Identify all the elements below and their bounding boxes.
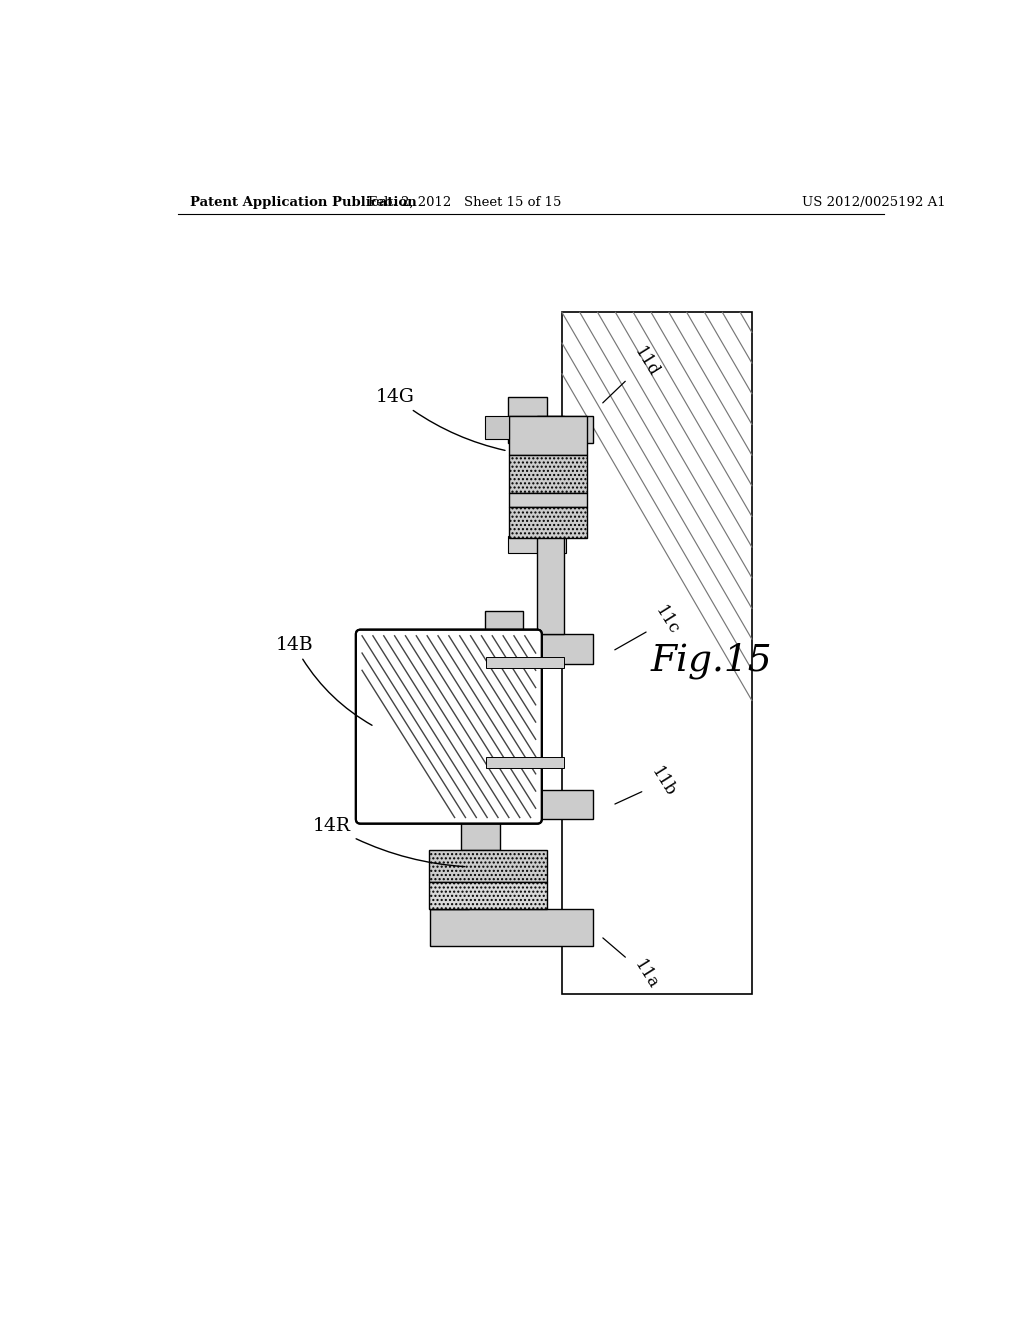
Bar — [509, 494, 587, 507]
Bar — [508, 416, 593, 444]
Text: Feb. 2, 2012   Sheet 15 of 15: Feb. 2, 2012 Sheet 15 of 15 — [369, 195, 562, 209]
Bar — [429, 882, 547, 909]
Bar — [508, 397, 547, 416]
Bar — [538, 416, 564, 536]
Bar — [508, 536, 566, 553]
Bar — [509, 416, 587, 455]
Text: US 2012/0025192 A1: US 2012/0025192 A1 — [802, 195, 946, 209]
Bar — [461, 767, 500, 789]
Text: 11c: 11c — [614, 603, 682, 649]
Bar — [486, 657, 563, 668]
Bar — [430, 909, 593, 946]
Bar — [461, 789, 593, 818]
Bar — [509, 507, 587, 539]
Text: 11a: 11a — [603, 939, 662, 993]
Bar — [562, 313, 752, 994]
Bar — [484, 416, 509, 440]
Bar — [538, 536, 564, 635]
Text: 11d: 11d — [603, 343, 662, 403]
Text: Fig.15: Fig.15 — [651, 643, 772, 678]
Bar — [484, 611, 523, 635]
Text: Patent Application Publication: Patent Application Publication — [190, 195, 417, 209]
Bar — [486, 758, 563, 768]
Text: 14G: 14G — [376, 388, 505, 450]
Bar — [461, 818, 500, 850]
Text: 14B: 14B — [275, 636, 372, 725]
Bar — [509, 455, 587, 494]
Text: 11b: 11b — [614, 764, 679, 804]
Bar — [484, 635, 593, 664]
Bar — [429, 850, 547, 882]
Text: 14R: 14R — [312, 817, 465, 867]
FancyBboxPatch shape — [356, 630, 542, 824]
Bar — [430, 882, 469, 909]
